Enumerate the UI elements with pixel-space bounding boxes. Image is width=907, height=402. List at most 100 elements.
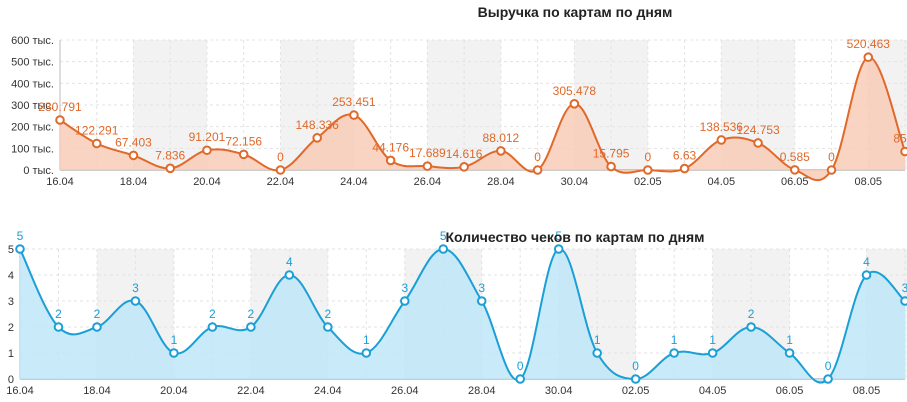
checks-x-tick-label: 24.04 [314, 385, 342, 397]
revenue-point[interactable] [275, 165, 286, 175]
checks-data-label: 2 [324, 307, 331, 321]
checks-point[interactable] [284, 270, 295, 280]
checks-point[interactable] [900, 296, 907, 306]
revenue-x-tick-label: 18.04 [120, 176, 148, 188]
revenue-data-label: 0 [534, 150, 541, 164]
checks-point[interactable] [553, 244, 564, 254]
revenue-point[interactable] [826, 165, 837, 175]
checks-point[interactable] [92, 322, 102, 332]
revenue-point[interactable] [679, 163, 690, 174]
checks-y-tick-label: 1 [8, 348, 14, 360]
revenue-data-label: 253.451 [332, 95, 376, 109]
checks-y-tick-label: 4 [8, 270, 14, 282]
checks-point[interactable] [361, 348, 372, 358]
revenue-x-tick-label: 02.05 [634, 176, 662, 188]
revenue-point[interactable] [900, 146, 907, 157]
revenue-point[interactable] [238, 149, 249, 160]
checks-data-label: 5 [17, 229, 24, 243]
checks-data-label: 0 [825, 359, 832, 373]
checks-point[interactable] [15, 244, 25, 254]
revenue-data-label: 44.176 [372, 140, 409, 154]
checks-y-tick-label: 5 [8, 244, 14, 256]
checks-point[interactable] [246, 322, 256, 332]
revenue-x-tick-label: 06.05 [781, 176, 809, 188]
revenue-point[interactable] [496, 146, 506, 156]
revenue-data-label: 67.403 [115, 135, 152, 149]
checks-point[interactable] [323, 322, 333, 332]
revenue-data-label: 14.616 [446, 147, 483, 161]
checks-data-label: 1 [671, 333, 678, 347]
revenue-point[interactable] [165, 163, 176, 174]
checks-point[interactable] [746, 322, 756, 332]
checks-data-label: 2 [248, 307, 255, 321]
revenue-point[interactable] [789, 165, 800, 175]
checks-x-tick-label: 04.05 [699, 385, 727, 397]
checks-data-label: 4 [286, 255, 293, 269]
checks-data-label: 2 [209, 307, 216, 321]
checks-point[interactable] [53, 322, 64, 332]
checks-point[interactable] [630, 374, 641, 384]
revenue-data-label: 0 [828, 150, 835, 164]
revenue-point[interactable] [753, 138, 763, 148]
revenue-point[interactable] [863, 52, 874, 63]
revenue-point[interactable] [569, 99, 580, 109]
checks-data-label: 1 [594, 333, 601, 347]
checks-point[interactable] [823, 374, 833, 384]
revenue-point[interactable] [422, 161, 433, 171]
checks-data-label: 3 [902, 281, 907, 295]
checks-point[interactable] [399, 296, 410, 306]
revenue-point[interactable] [202, 145, 212, 156]
checks-point[interactable] [515, 374, 526, 384]
checks-x-tick-label: 26.04 [391, 385, 419, 397]
checks-point[interactable] [207, 322, 218, 332]
checks-point[interactable] [438, 244, 449, 254]
revenue-x-tick-label: 30.04 [561, 176, 589, 188]
revenue-x-tick-label: 20.04 [193, 176, 221, 188]
revenue-data-label: 305.478 [553, 84, 597, 98]
revenue-data-label: 148.336 [295, 118, 339, 132]
checks-point[interactable] [592, 348, 602, 358]
checks-point[interactable] [784, 348, 795, 358]
revenue-y-tick-label: 200 тыс. [11, 122, 54, 134]
revenue-point[interactable] [532, 165, 543, 175]
checks-x-tick-label: 22.04 [237, 385, 265, 397]
checks-title: Количество чеков по картам по дням [446, 229, 705, 245]
checks-data-label: 1 [363, 333, 370, 347]
checks-point[interactable] [669, 348, 679, 358]
revenue-point[interactable] [349, 110, 359, 120]
checks-y-tick-label: 2 [8, 322, 14, 334]
checks-point[interactable] [130, 296, 141, 306]
revenue-point[interactable] [459, 162, 469, 172]
checks-data-label: 5 [440, 229, 447, 243]
revenue-point[interactable] [55, 115, 65, 125]
checks-point[interactable] [476, 296, 487, 306]
revenue-data-label: 6.63 [673, 149, 697, 163]
checks-area [20, 248, 905, 383]
revenue-y-tick-label: 500 тыс. [11, 57, 54, 69]
revenue-point[interactable] [716, 135, 727, 145]
revenue-point[interactable] [606, 161, 616, 172]
checks-data-label: 2 [55, 307, 62, 321]
revenue-point[interactable] [643, 165, 653, 175]
revenue-point[interactable] [91, 138, 102, 149]
revenue-data-label: 85.4 [893, 131, 907, 145]
revenue-x-tick-label: 22.04 [267, 176, 295, 188]
revenue-x-tick-label: 28.04 [487, 176, 515, 188]
checks-data-label: 3 [478, 281, 485, 295]
checks-point[interactable] [169, 348, 179, 358]
revenue-data-label: 122.291 [75, 124, 119, 138]
revenue-point[interactable] [128, 150, 139, 161]
checks-x-tick-label: 30.04 [545, 385, 573, 397]
checks-point[interactable] [861, 270, 872, 280]
checks-data-label: 1 [709, 333, 716, 347]
revenue-point[interactable] [312, 133, 322, 143]
revenue-title: Выручка по картам по дням [478, 4, 673, 20]
revenue-x-tick-label: 24.04 [340, 176, 368, 188]
checks-point[interactable] [707, 348, 718, 358]
revenue-y-tick-label: 600 тыс. [11, 35, 54, 47]
revenue-y-tick-label: 100 тыс. [11, 143, 54, 155]
checks-y-tick-label: 3 [8, 296, 14, 308]
revenue-point[interactable] [385, 155, 396, 166]
checks-data-label: 2 [94, 307, 101, 321]
revenue-data-label: 138.536 [700, 120, 744, 134]
